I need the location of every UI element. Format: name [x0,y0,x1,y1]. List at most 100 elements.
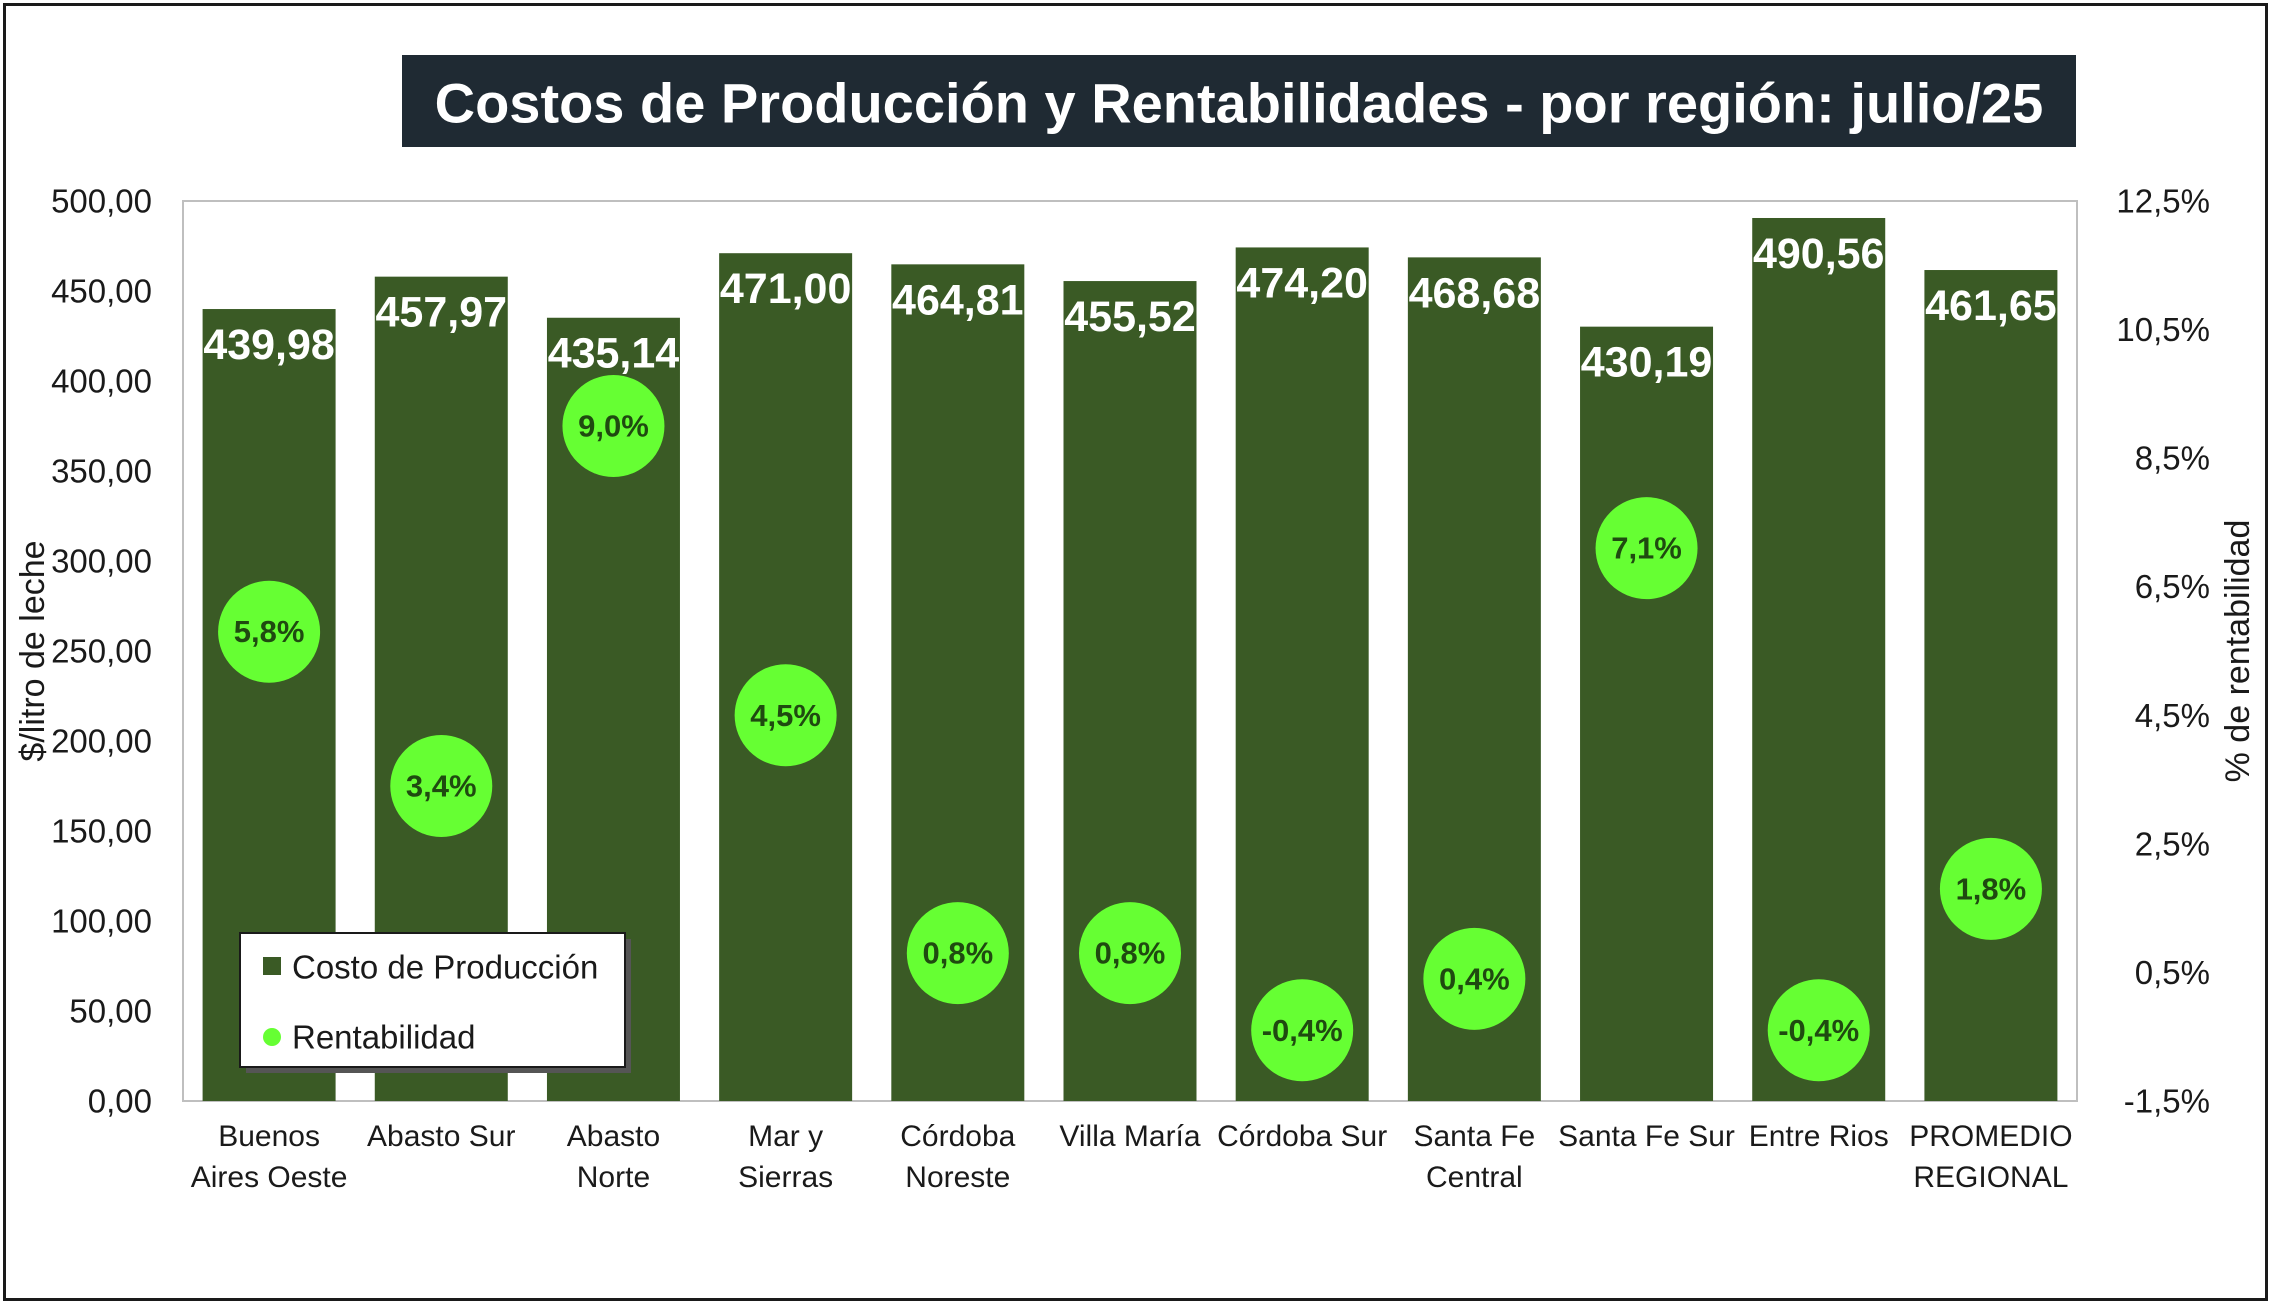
chart-title-background [402,55,2076,147]
x-tick-label: Abasto Norte [567,1120,660,1194]
x-tick-label-line: REGIONAL [1913,1161,2068,1194]
rentabilidad-point [1767,979,1870,1082]
rentabilidad-label: 0,8% [1095,936,1166,971]
y-axis-title: $/litro de leche [14,540,52,761]
legend: Costo de Producción Rentabilidad [239,932,631,1073]
x-tick-label-line: Abasto [567,1120,660,1153]
rentabilidad-label: 0,4% [1439,961,1510,996]
y-tick-label: 100,00 [51,903,152,940]
bar-value-label: 430,19 [1581,339,1713,387]
x-tick-label-line: Córdoba Sur [1217,1120,1387,1153]
bar-value-label: 439,98 [203,321,335,369]
y-tick-label: 200,00 [51,723,152,760]
rentabilidad-point [562,375,665,477]
y2-tick-label: -1,5% [2124,1083,2210,1120]
y-tick-label: 250,00 [51,633,152,670]
x-tick-label-line: Noreste [905,1161,1010,1194]
chart-frame: Costos de Producción y Rentabilidades - … [3,3,2268,1301]
y-axis-left: 0,00 50,00 100,00 150,00 200,00 250,00 300,00 3… [51,183,152,1120]
y-tick-label: 400,00 [51,363,152,400]
bar [1580,326,1714,1102]
x-tick-label: Córdoba Sur [1217,1120,1387,1153]
y2-tick-label: 12,5% [2116,183,2210,220]
x-tick-label-line: Villa María [1059,1120,1200,1153]
rentabilidad-label: 5,8% [234,614,305,649]
bar-value-label: 474,20 [1236,259,1368,307]
x-tick-label: Córdoba Noreste [900,1120,1015,1194]
x-tick-label-line: Central [1426,1161,1523,1194]
rentabilidad-series: 5,8% 3,4% 9,0% 4,5% 0,8% 0,8% -0,4% 0,4% 7,1% -0,… [218,375,2042,1082]
rentabilidad-label: 0,8% [922,936,993,971]
rentabilidad-label: 7,1% [1611,531,1682,566]
bar-value-label: 461,65 [1925,282,2057,330]
y2-axis-title: % de rentabilidad [2219,520,2257,783]
legend-label-costo: Costo de Producción [292,949,598,986]
y-tick-label: 500,00 [51,183,152,220]
rentabilidad-point [1939,837,2042,940]
bar [1752,217,1886,1101]
x-tick-label-line: Mar y [748,1120,823,1153]
rentabilidad-point [1079,902,1181,1005]
x-tick-label: PROMEDIO REGIONAL [1909,1120,2072,1194]
x-tick-label-line: Abasto Sur [367,1120,515,1153]
y2-tick-label: 0,5% [2135,954,2210,991]
bar-value-label: 471,00 [720,265,852,313]
x-tick-label: Abasto Sur [367,1120,515,1153]
x-tick-label-line: Santa Fe [1413,1120,1535,1153]
rentabilidad-point [906,902,1009,1005]
y-tick-label: 50,00 [69,993,152,1030]
bar [1235,247,1369,1101]
bar-value-label: 455,52 [1064,293,1196,341]
rentabilidad-point [1595,497,1698,600]
legend-label-rentabilidad: Rentabilidad [292,1019,475,1056]
chart-svg: Costos de Producción y Rentabilidades - … [14,55,2257,1194]
x-tick-label: Mar y Sierras [738,1120,833,1194]
rentabilidad-label: 1,8% [1956,871,2027,906]
chart-title-box: Costos de Producción y Rentabilidades - … [402,55,2076,147]
x-tick-label-line: Buenos [218,1120,320,1153]
rentabilidad-label: -0,4% [1778,1013,1859,1048]
x-tick-label: Villa María [1059,1120,1200,1153]
y-tick-label: 150,00 [51,813,152,850]
x-tick-label-line: PROMEDIO [1909,1120,2072,1153]
x-tick-label-line: Norte [577,1161,650,1194]
x-tick-label-line: Santa Fe Sur [1558,1120,1735,1153]
bar [1924,270,2058,1101]
rentabilidad-label: 3,4% [406,769,477,804]
legend-box [239,932,626,1068]
y-tick-label: 450,00 [51,273,152,310]
y2-tick-label: 8,5% [2135,440,2210,477]
x-tick-label-line: Aires Oeste [191,1161,348,1194]
x-tick-label-line: Entre Rios [1749,1120,1889,1153]
y2-tick-label: 2,5% [2135,825,2210,862]
rentabilidad-point [390,735,493,837]
rentabilidad-label: -0,4% [1262,1013,1343,1048]
x-tick-label: Santa Fe Sur [1558,1120,1735,1153]
y2-tick-label: 10,5% [2116,311,2210,348]
y-tick-label: 0,00 [88,1083,152,1120]
rentabilidad-label: 9,0% [578,409,649,444]
rentabilidad-point [1423,927,1526,1030]
chart-title: Costos de Producción y Rentabilidades - … [435,72,2044,135]
x-tick-label-line: Sierras [738,1161,833,1194]
rentabilidad-point [218,580,321,683]
bar-value-label: 490,56 [1753,230,1885,278]
bar-value-label: 468,68 [1409,269,1541,317]
bar-value-label: 457,97 [376,289,508,337]
legend-swatch-rentabilidad [263,1028,281,1046]
y2-tick-label: 4,5% [2135,697,2210,734]
x-tick-label: Buenos Aires Oeste [191,1120,348,1194]
y-axis-right: -1,5% 0,5% 2,5% 4,5% 6,5% 8,5% 10,5% 12,5% [2116,183,2210,1120]
y-tick-label: 300,00 [51,543,152,580]
rentabilidad-label: 4,5% [750,698,821,733]
y2-tick-label: 6,5% [2135,568,2210,605]
x-axis: Buenos Aires Oeste Abasto Sur Abasto Norte Ma… [191,1120,2073,1194]
bar-value-label: 435,14 [548,330,680,378]
y-tick-label: 350,00 [51,453,152,490]
bar-value-label: 464,81 [892,276,1024,324]
x-tick-label: Entre Rios [1749,1120,1889,1153]
rentabilidad-point [1251,979,1354,1082]
rentabilidad-point [734,664,837,767]
bar-value-labels: 439,98 457,97 435,14 471,00 464,81 455,52 474,… [203,230,2056,387]
x-tick-label-line: Córdoba [900,1120,1015,1153]
